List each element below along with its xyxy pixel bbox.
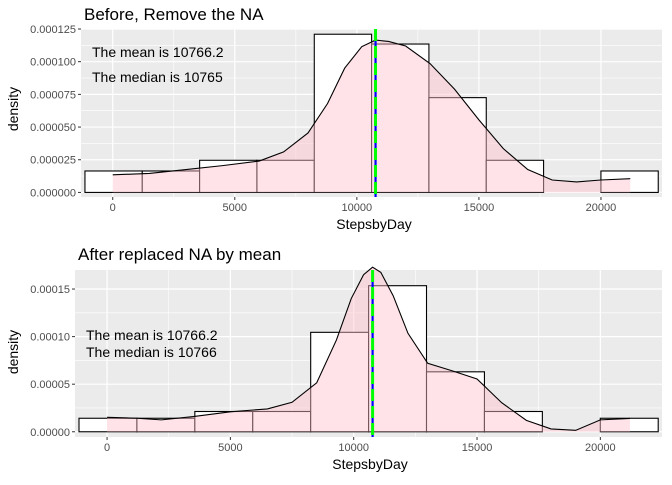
- median-annotation-after: The median is 10766: [86, 344, 217, 360]
- mean-annotation-after: The mean is 10766.2: [86, 327, 218, 343]
- density-curve: [107, 266, 630, 431]
- x-tick-label: 20000: [586, 202, 617, 214]
- x-tick-label: 10000: [338, 442, 369, 454]
- chart-panel-before: Before, Remove the NA density StepsbyDay…: [5, 5, 662, 232]
- chart-panel-after: After replaced NA by mean density Stepsb…: [5, 245, 662, 472]
- histogram-bar: [256, 159, 315, 193]
- chart-title-after: After replaced NA by mean: [78, 245, 281, 264]
- x-tick-label: 0: [110, 202, 116, 214]
- histogram-bar: [428, 97, 487, 193]
- density-curve: [112, 39, 631, 183]
- x-tick-label: 0: [104, 442, 110, 454]
- density-area: [112, 40, 631, 193]
- y-tick-label: 0.000000: [30, 187, 76, 199]
- y-tick-label: 0.00015: [30, 284, 70, 296]
- x-tick-label: 5000: [223, 202, 247, 214]
- x-tick-label: 15000: [462, 442, 493, 454]
- x-axis-label-after: StepsbyDay: [332, 456, 407, 472]
- histogram-bar: [313, 33, 373, 193]
- x-tick-label: 20000: [585, 442, 616, 454]
- x-axis-label-before: StepsbyDay: [336, 216, 411, 232]
- x-tick-label: 10000: [342, 202, 373, 214]
- y-tick-label: 0.000025: [30, 155, 76, 167]
- y-tick-label: 0.000075: [30, 89, 76, 101]
- mean-annotation-before: The mean is 10766.2: [92, 44, 224, 60]
- median-annotation-before: The median is 10765: [92, 69, 223, 85]
- histogram-bar: [600, 170, 659, 193]
- histogram-bar: [199, 159, 258, 193]
- y-tick-label: 0.00000: [30, 427, 70, 439]
- y-axis-label-after: density: [5, 330, 21, 374]
- histogram-bar: [371, 43, 430, 193]
- histogram-bar: [485, 159, 545, 193]
- y-tick-label: 0.000050: [30, 122, 76, 134]
- chart-title-before: Before, Remove the NA: [84, 5, 264, 24]
- y-tick-label: 0.000125: [30, 24, 76, 36]
- density-area: [107, 267, 630, 432]
- x-tick-label: 5000: [218, 442, 242, 454]
- y-tick-label: 0.00005: [30, 379, 70, 391]
- histogram-bar: [425, 371, 485, 433]
- y-tick-label: 0.00010: [30, 332, 70, 344]
- histogram-bar: [310, 331, 370, 433]
- y-tick-label: 0.000100: [30, 57, 76, 69]
- y-axis-label-before: density: [5, 87, 21, 131]
- histogram-bar: [368, 285, 428, 433]
- x-tick-label: 15000: [464, 202, 495, 214]
